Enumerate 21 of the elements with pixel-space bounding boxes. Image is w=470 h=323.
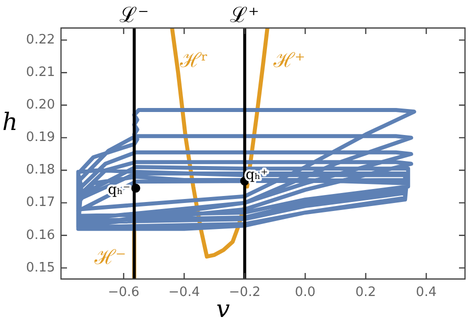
y-tick-label: 0.17: [26, 195, 55, 210]
series-label: ℋ⁺: [272, 48, 306, 72]
y-tick-label: 0.19: [26, 130, 55, 146]
y-tick-label: 0.15: [26, 260, 55, 276]
series-label: ℋ⁻: [93, 245, 126, 270]
x-tick-label: −0.2: [228, 285, 260, 300]
series-label: ℋʳ: [179, 48, 208, 72]
x-axis-title: v: [216, 295, 230, 323]
x-tick-label: −0.6: [108, 285, 140, 300]
x-tick-label: 0.4: [416, 285, 437, 300]
ref-line-label: ℒ⁻: [120, 2, 149, 27]
y-tick-label: 0.20: [26, 98, 55, 113]
y-tick-label: 0.16: [26, 228, 55, 243]
x-tick-label: 0.0: [294, 285, 316, 300]
x-tick-label: −0.4: [168, 285, 200, 300]
x-tick-label: 0.2: [355, 285, 376, 300]
y-tick-label: 0.21: [26, 64, 55, 80]
y-axis-title: h: [2, 108, 18, 136]
y-tick-label: 0.22: [26, 32, 55, 48]
ref-line-label: ℒ⁺: [230, 2, 260, 27]
y-tick-label: 0.18: [26, 162, 55, 178]
